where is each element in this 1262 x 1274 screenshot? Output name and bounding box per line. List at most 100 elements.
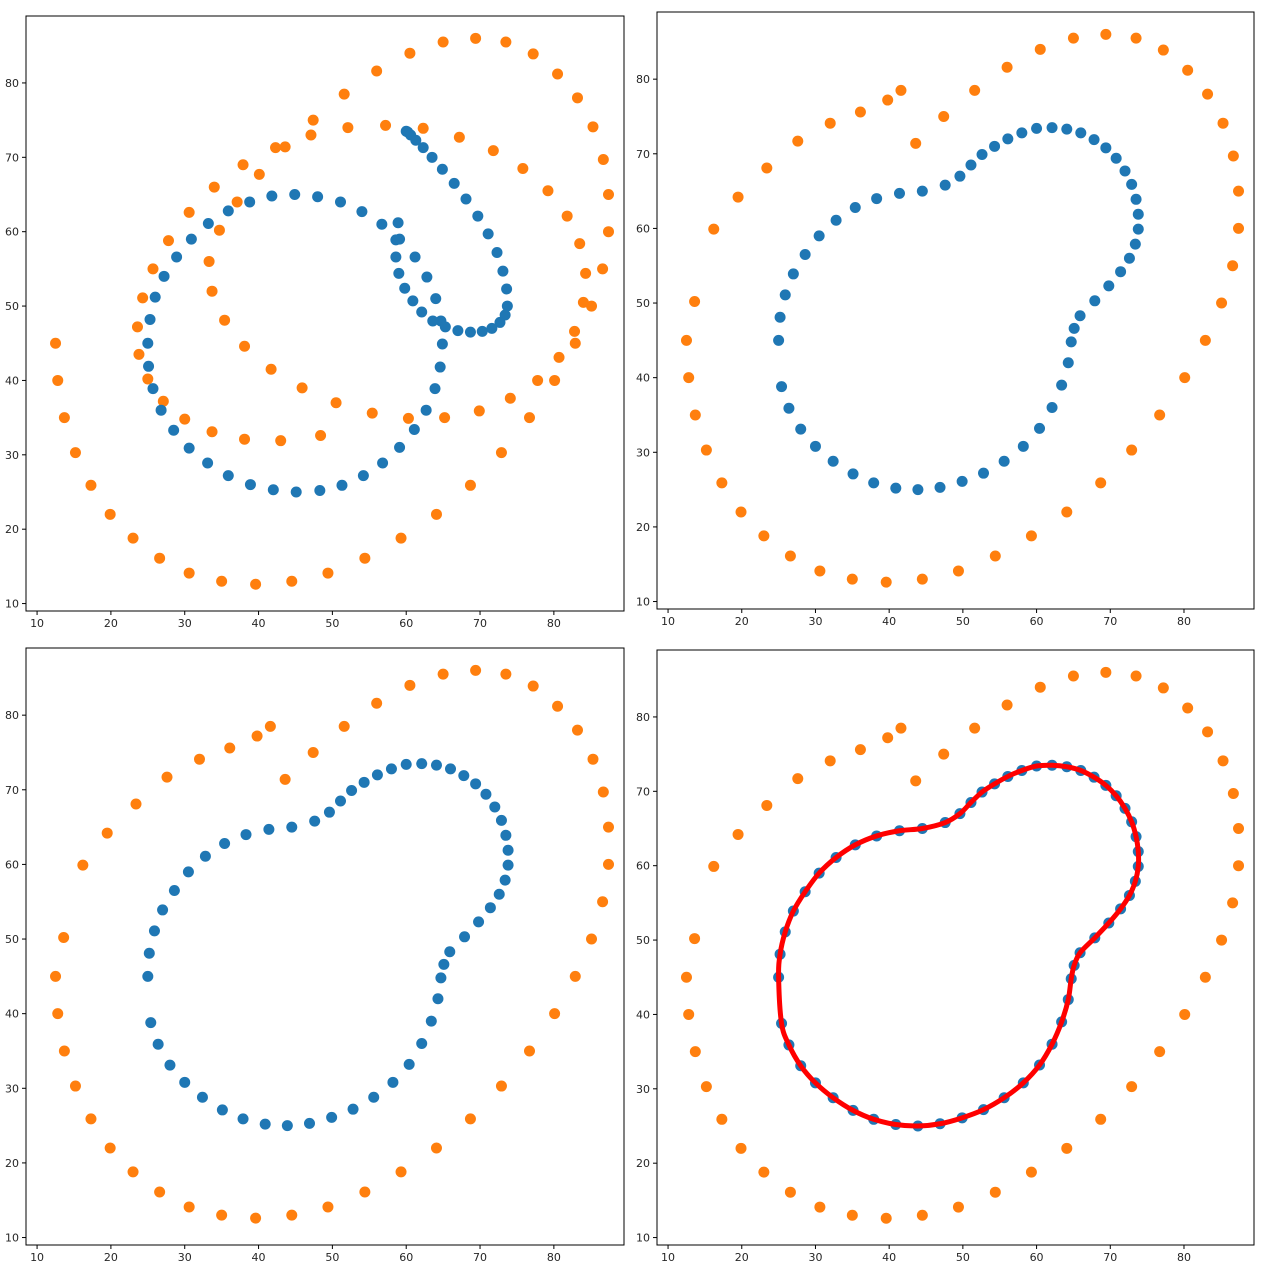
scatter-point bbox=[493, 888, 505, 900]
scatter-point bbox=[1001, 61, 1013, 73]
scatter-point bbox=[416, 1038, 428, 1050]
scatter-point bbox=[890, 482, 902, 494]
scatter-point bbox=[683, 1008, 695, 1020]
scatter-point bbox=[445, 763, 457, 775]
scatter-point bbox=[1132, 223, 1144, 235]
scatter-point bbox=[910, 775, 922, 787]
scatter-point bbox=[143, 360, 155, 372]
scatter-point bbox=[185, 233, 197, 245]
scatter-point bbox=[500, 36, 512, 48]
scatter-point bbox=[1199, 971, 1211, 983]
scatter-point bbox=[824, 117, 836, 129]
scatter-point bbox=[1202, 726, 1214, 738]
scatter-point bbox=[602, 821, 614, 833]
x-tick-label: 80 bbox=[1177, 615, 1191, 628]
x-tick-label: 80 bbox=[547, 1251, 561, 1264]
scatter-point bbox=[222, 205, 234, 217]
scatter-point bbox=[708, 860, 720, 872]
scatter-point bbox=[322, 1201, 334, 1213]
scatter-point bbox=[491, 247, 503, 259]
scatter-point bbox=[732, 191, 744, 203]
x-tick-label: 70 bbox=[1103, 615, 1117, 628]
y-tick-label: 10 bbox=[5, 1232, 19, 1245]
scatter-point bbox=[183, 567, 195, 579]
y-tick-label: 50 bbox=[636, 297, 650, 310]
scatter-point bbox=[784, 1186, 796, 1198]
scatter-point bbox=[259, 1118, 271, 1130]
scatter-point bbox=[501, 283, 513, 295]
scatter-point bbox=[281, 1120, 293, 1132]
scatter-point bbox=[157, 904, 169, 916]
scatter-point bbox=[335, 196, 347, 208]
scatter-point bbox=[549, 374, 561, 386]
scatter-point bbox=[371, 65, 383, 77]
scatter-point bbox=[938, 110, 950, 122]
scatter-point bbox=[432, 993, 444, 1005]
scatter-point bbox=[969, 84, 981, 96]
scatter-point bbox=[1130, 32, 1142, 44]
scatter-point bbox=[1067, 32, 1079, 44]
scatter-point bbox=[77, 859, 89, 871]
scatter-point bbox=[58, 412, 70, 424]
scatter-point bbox=[216, 1209, 228, 1221]
scatter-point bbox=[430, 1142, 442, 1154]
scatter-point bbox=[58, 1045, 70, 1057]
scatter-point bbox=[303, 1117, 315, 1129]
scatter-point bbox=[154, 1186, 166, 1198]
scatter-point bbox=[1182, 702, 1194, 714]
scatter-point bbox=[1068, 322, 1080, 334]
scatter-point bbox=[1157, 682, 1169, 694]
scatter-point bbox=[680, 334, 692, 346]
scatter-point bbox=[487, 145, 499, 157]
scatter-point bbox=[683, 372, 695, 384]
scatter-point bbox=[580, 267, 592, 279]
scatter-point bbox=[202, 457, 214, 469]
series-1 bbox=[50, 32, 614, 590]
scatter-point bbox=[206, 426, 218, 438]
scatter-point bbox=[500, 668, 512, 680]
scatter-point bbox=[404, 47, 416, 59]
scatter-point bbox=[400, 758, 412, 770]
scatter-point bbox=[895, 84, 907, 96]
scatter-point bbox=[168, 885, 180, 897]
scatter-point bbox=[846, 1209, 858, 1221]
scatter-point bbox=[880, 576, 892, 588]
scatter-point bbox=[542, 185, 554, 197]
scatter-point bbox=[708, 223, 720, 235]
scatter-point bbox=[1115, 266, 1127, 278]
scatter-point bbox=[330, 397, 342, 409]
scatter-point bbox=[464, 326, 476, 338]
scatter-point bbox=[250, 1212, 262, 1224]
scatter-point bbox=[168, 424, 180, 436]
scatter-point bbox=[773, 334, 785, 346]
scatter-point bbox=[244, 196, 256, 208]
scatter-point bbox=[183, 442, 195, 454]
scatter-point bbox=[1132, 208, 1144, 220]
y-tick-label: 60 bbox=[5, 226, 19, 239]
scatter-point bbox=[792, 135, 804, 147]
scatter-point bbox=[356, 206, 368, 218]
scatter-point bbox=[208, 181, 220, 193]
scatter-point bbox=[489, 801, 501, 813]
scatter-point bbox=[224, 742, 236, 754]
scatter-point bbox=[219, 314, 231, 326]
y-tick-label: 80 bbox=[636, 73, 650, 86]
scatter-point bbox=[161, 771, 173, 783]
scatter-point bbox=[998, 455, 1010, 467]
scatter-point bbox=[735, 1142, 747, 1154]
scatter-point bbox=[814, 1201, 826, 1213]
scatter-point bbox=[359, 1186, 371, 1198]
y-tick-label: 30 bbox=[636, 446, 650, 459]
scatter-point bbox=[409, 251, 421, 263]
scatter-point bbox=[371, 769, 383, 781]
x-tick-label: 10 bbox=[30, 617, 44, 630]
scatter-point bbox=[250, 578, 262, 590]
scatter-point bbox=[1061, 1142, 1073, 1154]
scatter-point bbox=[1046, 402, 1058, 414]
x-tick-label: 70 bbox=[473, 617, 487, 630]
x-tick-label: 30 bbox=[808, 1251, 822, 1264]
scatter-point bbox=[437, 668, 449, 680]
scatter-point bbox=[1182, 64, 1194, 76]
scatter-point bbox=[279, 141, 291, 153]
scatter-point bbox=[1227, 260, 1239, 272]
